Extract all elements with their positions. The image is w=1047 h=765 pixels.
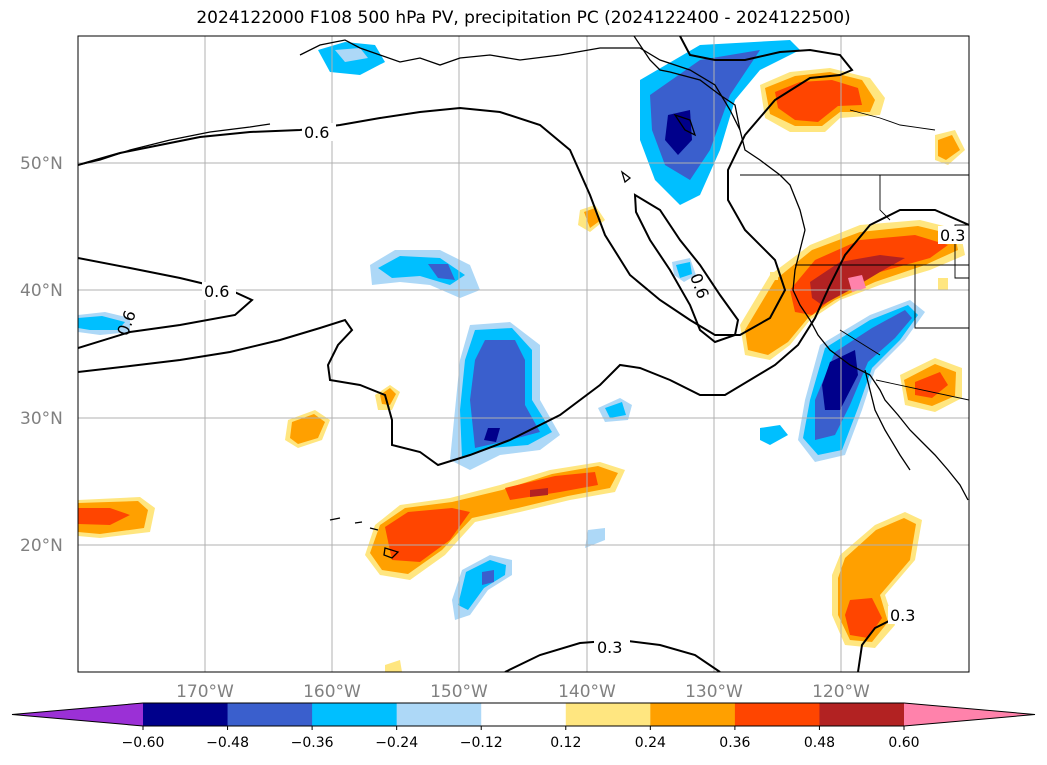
lon-label: 140°W [558, 682, 616, 702]
lon-label: 130°W [685, 682, 743, 702]
lon-label: 160°W [303, 682, 361, 702]
lon-label: 120°W [812, 682, 870, 702]
colorbar-extend-min [12, 703, 143, 726]
lat-labels: 50°N 40°N 30°N 20°N [20, 154, 63, 556]
colorbar: −0.60 −0.48 −0.36 −0.24 −0.12 0.12 0.24 0.36 0.4… [11, 702, 1036, 751]
lat-label: 50°N [20, 154, 63, 174]
colorbar-segment [396, 703, 482, 726]
lon-label: 150°W [430, 682, 488, 702]
colorbar-segment [481, 703, 567, 726]
colorbar-tick-label: 0.60 [888, 735, 919, 751]
pos-anomaly-british-columbia [578, 68, 965, 232]
colorbar-tick-label: 0.12 [550, 735, 581, 751]
map-frame [77, 35, 970, 673]
colorbar-segment [143, 703, 229, 726]
colorbar-tick-label: −0.48 [206, 735, 249, 751]
neg-anomaly-gulf-alaska [318, 40, 800, 205]
map-title: 2024122000 F108 500 hPa PV, precipitatio… [196, 8, 851, 28]
colorbar-tick-label: 0.36 [719, 735, 750, 751]
colorbar-tick-label: 0.24 [635, 735, 666, 751]
contour-label: 0.3 [597, 638, 622, 657]
contour-label: 0.6 [304, 123, 329, 142]
lat-label: 30°N [20, 409, 63, 429]
neg-anomaly-mid-pacific [78, 250, 788, 620]
colorbar-segment [312, 703, 398, 726]
colorbar-tick-label: −0.36 [291, 735, 334, 751]
colorbar-extend-max [904, 703, 1035, 726]
pos-anomaly-subtropical-band [78, 385, 625, 672]
colorbar-segment [565, 703, 651, 726]
coastlines [78, 36, 969, 559]
colorbar-tick-label: −0.60 [122, 735, 165, 751]
contour-label: 0.6 [204, 282, 229, 301]
borders [740, 109, 969, 401]
colorbar-segment [734, 703, 820, 726]
pos-anomaly-baja [832, 512, 922, 648]
contour-label: 0.3 [940, 226, 965, 245]
lat-label: 40°N [20, 281, 63, 301]
colorbar-segment [227, 703, 313, 726]
colorbar-segment [819, 703, 905, 726]
graticule [78, 36, 969, 672]
colorbar-segment [650, 703, 736, 726]
colorbar-tick-label: −0.12 [460, 735, 503, 751]
contour-label: 0.3 [890, 606, 915, 625]
colorbar-tick-label: 0.48 [804, 735, 835, 751]
lat-label: 20°N [20, 536, 63, 556]
colorbar-tick-label: −0.24 [375, 735, 418, 751]
lon-label: 170°W [176, 682, 234, 702]
lon-labels: 170°W 160°W 150°W 140°W 130°W 120°W [176, 682, 870, 702]
